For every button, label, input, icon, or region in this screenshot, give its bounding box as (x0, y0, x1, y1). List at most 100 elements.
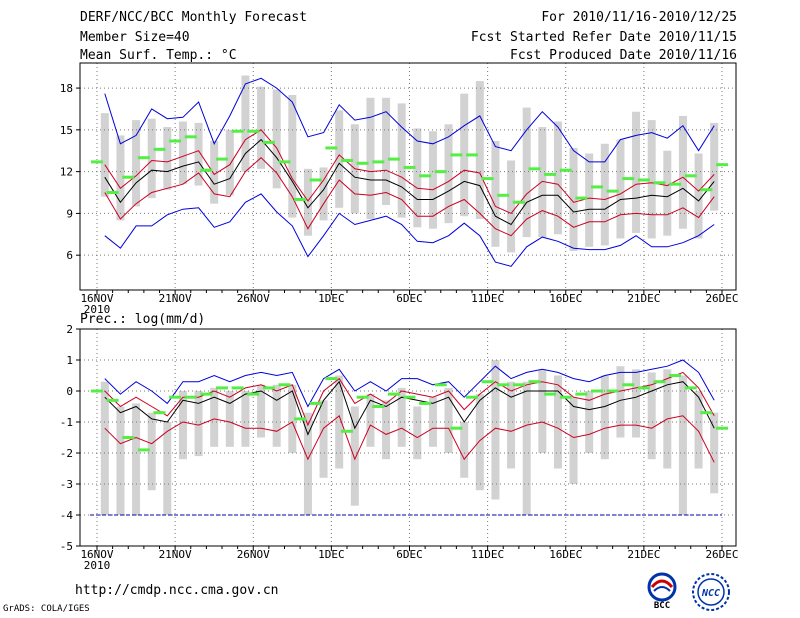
precip-panel: -5 -4 -3 -2 -1 0 1 2 16NOV 21NOV 26NOV 1DEC 6DEC 11DE… (60, 312, 739, 572)
chart-title: DERF/NCC/BCC Monthly Forecast (80, 10, 307, 25)
precip-y-tick-label: -3 (60, 478, 73, 491)
precip-spread-bar (397, 387, 406, 447)
temp-spread-bar (663, 150, 672, 236)
precip-spread-bar (147, 412, 156, 491)
precip-x-tick-label: 16NOV (80, 548, 113, 561)
precip-frame (79, 328, 737, 547)
precip-spread-bar (491, 360, 500, 500)
temp-spread-bar (178, 121, 187, 185)
temp-spread-bar (616, 139, 625, 239)
ncc-logo-text: NCC (701, 588, 720, 599)
temp-spread-bar (225, 129, 234, 196)
precip-spread-bar (225, 391, 234, 447)
precip-ensemble-mark (466, 395, 478, 399)
precip-ensemble-mark (153, 411, 166, 415)
temp-spread-bar (319, 167, 328, 221)
temp-lower-line (104, 157, 715, 237)
precip-spread-bar (132, 403, 141, 515)
temp-x-tick-label: 6DEC (396, 292, 423, 305)
precip-ensemble-mark (700, 411, 713, 415)
temp-spread-bar (241, 75, 250, 172)
temp-frame (79, 62, 737, 291)
bcc-logo-text: BCC (654, 601, 670, 611)
precip-spread-bar (288, 384, 297, 453)
temp-spread-bar (569, 147, 578, 252)
temp-spread-bar (600, 143, 609, 246)
temp-y-tick-label: 9 (66, 207, 73, 220)
precip-ensemble-mark (325, 377, 338, 381)
precip-ensemble-mark (497, 383, 510, 387)
member-size-label: Member Size=40 (80, 30, 190, 45)
temp-ensemble-mark (184, 135, 197, 139)
precip-y-tick-label: -4 (60, 509, 74, 522)
precip-y-tick-label: -2 (60, 447, 73, 460)
temp-spread-bar (163, 127, 172, 190)
temp-ensemble-mark (622, 177, 635, 181)
temp-ensemble-mark (716, 163, 728, 167)
temp-ensemble-mark (122, 175, 135, 179)
temp-ensemble-mark (153, 147, 166, 151)
temp-spread-bar (647, 120, 656, 239)
temp-x-tick-label: 26DEC (705, 292, 738, 305)
temp-y-tick-label: 6 (66, 249, 73, 262)
precip-ensemble-mark (91, 389, 103, 393)
fcst-started-label: Fcst Started Refer Date 2010/11/15 (470, 30, 737, 45)
precip-ensemble-mark (387, 392, 400, 396)
temp-spread-bar (522, 107, 531, 238)
precip-year-label: 2010 (84, 559, 111, 572)
temp-spread-bar (538, 127, 547, 238)
precip-spread-bar (272, 384, 281, 447)
ncc-logo-icon: NCC (692, 573, 730, 611)
temp-ensemble-mark (231, 129, 244, 133)
precip-spread-bar (303, 412, 312, 515)
precip-ensemble-mark (106, 398, 119, 402)
temp-ensemble-mark (637, 178, 650, 182)
temp-spread-bar (585, 153, 594, 247)
precip-spread-bar (553, 375, 562, 469)
precip-ensemble-mark (481, 380, 494, 384)
precip-spread-bar (366, 394, 375, 447)
precip-ensemble-mark (216, 386, 228, 390)
temp-mean-line (104, 138, 715, 226)
temp-ensemble-mark (356, 161, 369, 165)
temp-y-tick-label: 12 (60, 166, 73, 179)
temp-panel: 6 9 12 15 18 16NOV 21NOV 26NOV 1DEC 6DEC 11DEC 16DE… (60, 62, 739, 316)
temp-x-tick-label: 11DEC (471, 292, 504, 305)
precip-spread-bar (710, 412, 719, 494)
precip-ensemble-mark (137, 448, 150, 452)
precip-spread-bar (382, 400, 391, 460)
temp-x-tick-label: 16DEC (549, 292, 582, 305)
precip-max-line (104, 359, 715, 408)
temp-upper-line (104, 129, 715, 215)
precip-ensemble-mark (247, 392, 260, 396)
precip-ensemble-mark (544, 392, 557, 396)
temp-spread-bar (335, 110, 344, 208)
precip-ensemble-mark (294, 417, 307, 421)
temp-x-tick-label: 21DEC (627, 292, 660, 305)
precip-spread-bar (585, 391, 594, 453)
temp-spread-bar (288, 95, 297, 218)
precip-spread-bar (335, 375, 344, 469)
footer-url[interactable]: http://cmdp.ncc.cma.gov.cn (75, 583, 279, 598)
temp-spread-bar (100, 113, 109, 197)
precip-ensemble-mark (559, 395, 572, 399)
precip-ensemble-mark (403, 395, 416, 399)
precip-spread-bar (194, 391, 203, 457)
precip-ensemble-mark (606, 389, 619, 393)
temp-spread-bar (382, 97, 391, 206)
temp-ensemble-mark (528, 167, 541, 171)
temp-spread-bar (303, 168, 312, 236)
temp-spread-bar (397, 103, 406, 218)
temp-min-line (104, 193, 715, 267)
temp-spread-bar (553, 121, 562, 235)
precip-spread-bar (600, 375, 609, 460)
temp-spread-bar (678, 115, 687, 229)
precip-x-tick-label: 21NOV (159, 548, 192, 561)
precip-ensemble-mark (716, 426, 728, 430)
temp-ensemble-mark (591, 185, 603, 189)
temp-spread-bar (475, 81, 484, 219)
temp-spread-bar (491, 140, 500, 247)
precip-spread-bar (241, 391, 250, 447)
precip-ensemble-mark (309, 401, 322, 405)
